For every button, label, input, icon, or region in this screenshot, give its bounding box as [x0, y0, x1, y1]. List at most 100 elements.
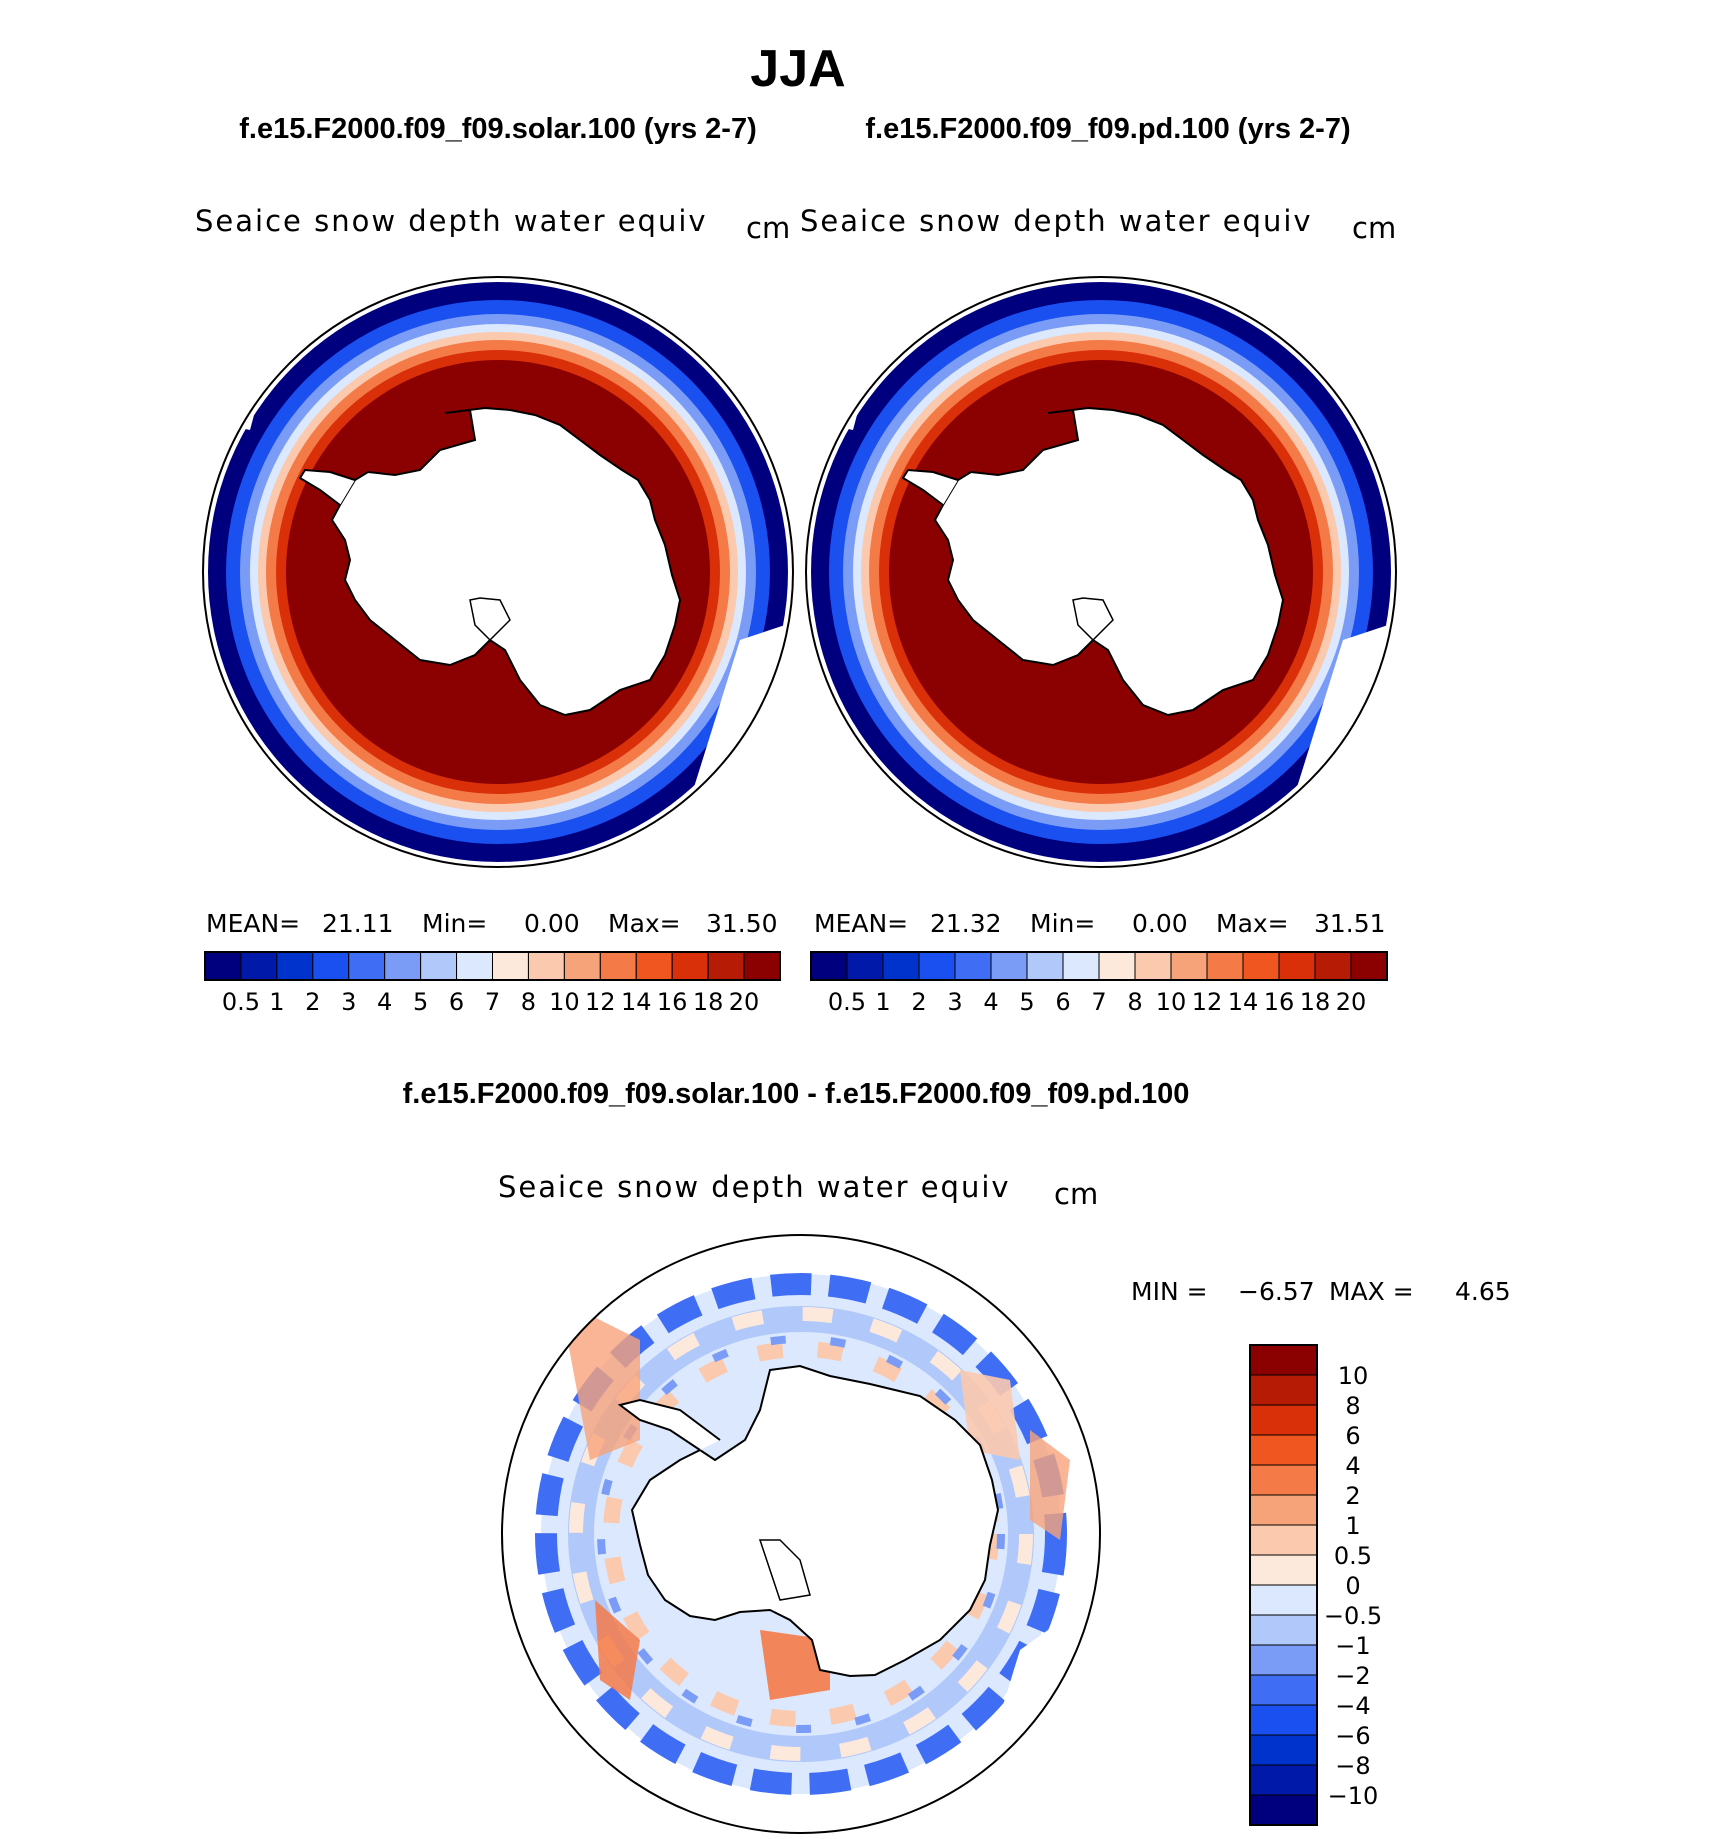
- colorbar-a-frame: [204, 951, 781, 981]
- colorbar-a-swatch-6: [420, 951, 458, 981]
- diff-panel-variable-label: Seaice snow depth water equiv: [498, 1170, 1011, 1204]
- colorbar-diff-tick-label: −8: [1335, 1752, 1370, 1780]
- panel-a-stats: MEAN= 21.11 Min= 0.00 Max= 31.50: [206, 909, 778, 938]
- colorbar-b-swatch-9: [1134, 951, 1172, 981]
- colorbar-b-tick-label: 0.5: [828, 988, 866, 1016]
- colorbar-a-swatch-12: [635, 951, 673, 981]
- colorbar-a-tick-label: 10: [549, 988, 580, 1016]
- panel-a-mean-label: MEAN=: [206, 909, 300, 938]
- colorbar-a-swatch-14: [707, 951, 745, 981]
- panel-b-max-value: 31.51: [1314, 909, 1386, 938]
- peninsula-b: [901, 468, 959, 506]
- ross-shelf-a: [469, 597, 511, 642]
- colorbar-diff-swatch-13: [1249, 1734, 1318, 1766]
- colorbar-diff-tick-label: −1: [1335, 1632, 1370, 1660]
- colorbar-a-tick-label: 14: [621, 988, 652, 1016]
- colorbar-a-swatch-9: [527, 951, 565, 981]
- colorbar-a-tick-label: 8: [521, 988, 536, 1016]
- colorbar-a-swatch-10: [563, 951, 601, 981]
- peninsula-diff: [617, 1398, 721, 1451]
- colorbar-b-swatch-1: [846, 951, 884, 981]
- colorbar-diff-tick-label: −2: [1335, 1662, 1370, 1690]
- colorbar-b-swatch-6: [1026, 951, 1064, 981]
- colorbar-b-tick-label: 2: [911, 988, 926, 1016]
- colorbar-a-tick-label: 7: [485, 988, 500, 1016]
- colorbar-b-swatch-4: [954, 951, 992, 981]
- colorbar-a-tick-label: 3: [341, 988, 356, 1016]
- colorbar-a-swatch-1: [240, 951, 278, 981]
- panel-b-case-title: f.e15.F2000.f09_f09.pd.100 (yrs 2-7): [865, 113, 1350, 145]
- colorbar-b-tick-label: 8: [1127, 988, 1142, 1016]
- colorbar-b-swatch-8: [1098, 951, 1136, 981]
- colorbar-a-tick-label: 20: [729, 988, 760, 1016]
- colorbar-diff-tick-label: −10: [1328, 1782, 1379, 1810]
- colorbar-diff-tick-label: −6: [1335, 1722, 1370, 1750]
- antarctica-landmass-diff: [630, 1364, 1000, 1678]
- colorbar-b-swatch-11: [1206, 951, 1244, 981]
- colorbar-diff-swatch-8: [1249, 1584, 1318, 1616]
- colorbar-diff-swatch-4: [1249, 1464, 1318, 1496]
- colorbar-diff-swatch-2: [1249, 1404, 1318, 1436]
- ross-shelf-b: [1072, 597, 1114, 642]
- colorbar-a-swatch-3: [312, 951, 350, 981]
- colorbar-b-tick-label: 1: [875, 988, 890, 1016]
- colorbar-panel-b: 0.5 1 2 3 4 5 6 7 8 10 12 14 16 18 20: [810, 951, 1388, 1016]
- diff-min-label: MIN =: [1131, 1277, 1208, 1306]
- colorbar-diff-tick-label: 0.5: [1334, 1542, 1372, 1570]
- panel-b-max-label: Max=: [1216, 909, 1289, 938]
- colorbar-diff-swatch-9: [1249, 1614, 1318, 1646]
- panel-a-min-value: 0.00: [524, 909, 580, 938]
- colorbar-b-tick-label: 10: [1156, 988, 1187, 1016]
- colorbar-panel-a: 0.5 1 2 3 4 5 6 7 8 10 12 14 16 18 20: [204, 951, 781, 1016]
- colorbar-b-tick-label: 3: [947, 988, 962, 1016]
- colorbar-b-swatch-10: [1170, 951, 1208, 981]
- colorbar-a-swatch-11: [599, 951, 637, 981]
- panel-a-min-label: Min=: [422, 909, 487, 938]
- colorbar-diff-tick-label: 1: [1345, 1512, 1360, 1540]
- panel-a-case-title: f.e15.F2000.f09_f09.solar.100 (yrs 2-7): [239, 113, 757, 145]
- colorbar-b-swatch-2: [882, 951, 920, 981]
- colorbar-a-tick-label: 0.5: [222, 988, 260, 1016]
- ross-shelf-diff: [758, 1539, 811, 1601]
- colorbar-b-swatch-3: [918, 951, 956, 981]
- colorbar-a-swatch-0: [204, 951, 242, 981]
- panel-a-max-label: Max=: [608, 909, 681, 938]
- colorbar-diff-swatch-11: [1249, 1674, 1318, 1706]
- panel-b-units-label: cm: [1352, 211, 1396, 245]
- panel-a-variable-label: Seaice snow depth water equiv: [195, 204, 708, 238]
- colorbar-a-tick-label: 5: [413, 988, 428, 1016]
- colorbar-diff-swatch-6: [1249, 1524, 1318, 1556]
- colorbar-diff-swatch-10: [1249, 1644, 1318, 1676]
- colorbar-diff-swatch-7: [1249, 1554, 1318, 1586]
- colorbar-a-tick-label: 2: [305, 988, 320, 1016]
- panel-a-max-value: 31.50: [706, 909, 778, 938]
- colorbar-b-swatch-15: [1350, 951, 1388, 981]
- colorbar-diff-tick-label: −0.5: [1324, 1602, 1382, 1630]
- colorbar-b-swatch-5: [990, 951, 1028, 981]
- colorbar-b-swatch-7: [1062, 951, 1100, 981]
- colorbar-diff-tick-label: 2: [1345, 1482, 1360, 1510]
- panel-b-variable-label: Seaice snow depth water equiv: [800, 204, 1313, 238]
- panel-b-min-label: Min=: [1030, 909, 1095, 938]
- colorbar-a-tick-label: 16: [657, 988, 688, 1016]
- panel-b-mean-value: 21.32: [930, 909, 1002, 938]
- panel-b-min-value: 0.00: [1132, 909, 1188, 938]
- colorbar-b-swatch-0: [810, 951, 848, 981]
- colorbar-b-swatch-14: [1314, 951, 1352, 981]
- colorbar-b-tick-label: 14: [1228, 988, 1259, 1016]
- colorbar-b-swatch-12: [1242, 951, 1280, 981]
- colorbar-a-swatch-8: [492, 951, 529, 981]
- diff-max-value: 4.65: [1455, 1277, 1511, 1306]
- colorbar-b-tick-label: 20: [1336, 988, 1367, 1016]
- colorbar-a-swatch-4: [348, 951, 386, 981]
- colorbar-diff-swatch-0: [1249, 1344, 1318, 1376]
- panel-a-mean-value: 21.11: [322, 909, 394, 938]
- colorbar-diff-swatch-3: [1249, 1434, 1318, 1466]
- colorbar-b-tick-label: 18: [1300, 988, 1331, 1016]
- colorbar-a-tick-label: 6: [449, 988, 464, 1016]
- colorbar-a-tick-label: 12: [585, 988, 616, 1016]
- map-boundary-diff: [501, 1234, 1101, 1834]
- colorbar-b-tick-label: 6: [1055, 988, 1070, 1016]
- colorbar-b-tick-label: 16: [1264, 988, 1295, 1016]
